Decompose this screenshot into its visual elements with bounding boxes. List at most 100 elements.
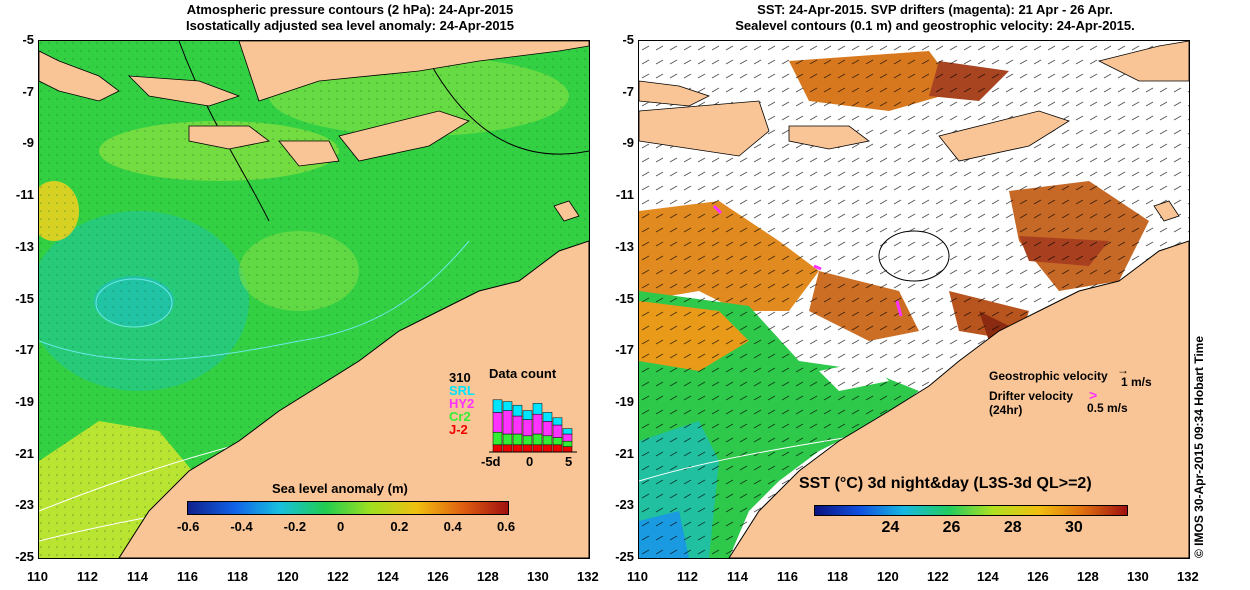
island-sumba [788,125,870,150]
mission-label: SRL [449,383,475,398]
drifter-arrow-icon: > [1089,387,1098,403]
contour-ring [95,278,173,328]
mission-label: HY2 [449,396,475,411]
left-y-tick: -17 [15,342,34,358]
left-x-tick: 112 [77,569,98,584]
histogram-bar [522,444,533,453]
sea-level-map-graphic [39,41,589,558]
right-y-tick: -25 [615,549,634,564]
histogram-axis-max: 5 [565,454,573,469]
histogram-bar [552,444,563,453]
sea-level-colorbar-tick: 0.2 [390,519,409,534]
left-x-tick: 126 [427,569,449,584]
histogram-bar [502,433,513,446]
right-x-tick: 118 [827,569,848,584]
histogram-bar [532,413,543,435]
histogram-bar [562,433,573,442]
sea-level-colorbar-tick: -0.6 [177,519,200,534]
sea-level-colorbar-tick: 0.6 [497,519,516,534]
histogram-bar [542,444,553,453]
histogram-bar [492,412,503,433]
geostrophic-legend-label: Geostrophic velocity [989,369,1108,383]
left-x-tick: 130 [527,569,549,584]
sea-level-colorbar-label: Sea level anomaly (m) [272,481,408,496]
right-y-tick: -17 [615,342,634,358]
drifter-track [712,204,723,215]
right-x-tick: 122 [927,569,949,584]
mission-label: Cr2 [449,409,471,424]
histogram-bar [522,435,533,446]
histogram-bar [492,431,503,446]
drifter-legend-period: (24hr) [989,403,1023,417]
right-title-line1: SST: 24-Apr-2015. SVP drifters (magenta)… [757,2,1113,17]
sea-level-colorbar-tick: -0.4 [230,519,253,534]
island-lombok [639,100,770,157]
island-lombok [127,75,241,107]
histogram-bar [532,403,543,415]
left-x-tick: 122 [327,569,349,584]
island-savu [278,140,340,167]
sst-colorbar-title: SST (°C) 3d night&day (L3S-3d QL>=2) [799,475,1092,492]
left-y-tick: -25 [15,549,34,564]
island-sumba [188,125,270,150]
pressure-contour [428,60,589,155]
left-y-tick: -9 [22,135,34,151]
island-java [39,50,120,102]
right-x-tick: 114 [727,569,748,584]
histogram-bar [522,410,533,420]
data-count-title: Data count [489,366,557,381]
sst-map[interactable]: Geostrophic velocity → 1 m/s Drifter vel… [638,40,1190,559]
left-y-tick: -11 [15,187,34,203]
arrow-right-icon: → [1117,363,1129,377]
australia-landmass [118,240,589,558]
left-y-tick: -23 [15,497,34,513]
island-northeast [1097,41,1189,82]
right-y-tick: -9 [622,135,634,151]
australia-landmass [728,240,1189,558]
histogram-bar [502,444,513,453]
drifter-track [895,300,903,317]
histogram-bar [492,399,503,413]
island-flores-chain [238,41,589,102]
right-x-tick: 130 [1127,569,1149,584]
island-java [639,80,711,107]
right-y-tick: -7 [622,83,634,99]
drifter-legend-label: Drifter velocity [989,389,1074,403]
right-title-line2: Sealevel contours (0.1 m) and geostrophi… [735,18,1135,33]
histogram-bar [562,446,573,453]
sea-level-colorbar-tick: 0.4 [443,519,462,534]
right-y-tick: -5 [622,32,634,47]
histogram-bar [512,415,523,435]
sst-colorbar-tick: 26 [942,519,961,536]
sea-level-map[interactable]: Sea level anomaly (m) -0.6 -0.4 -0.2 0 0.2 0.… [38,40,590,559]
right-x-tick: 116 [777,569,798,584]
sea-level-colorbar-tick: 0 [337,519,345,534]
imos-credit: © IMOS 30-Apr-2015 09:34 Hobart Time [1192,335,1206,558]
left-y-tick: -19 [15,393,34,409]
histogram-bar [512,433,523,446]
right-x-tick: 110 [627,569,648,584]
histogram-bar [532,433,543,446]
left-y-tick: -5 [22,32,34,47]
left-x-tick: 128 [477,569,499,584]
sealevel-contour [878,230,950,282]
histogram-bar [532,444,543,453]
drifter-legend-scale: 0.5 m/s [1087,401,1128,415]
right-x-tick: 124 [977,569,999,584]
island-small [553,200,580,222]
histogram-bar [542,421,553,437]
histogram-bar [562,440,573,447]
histogram-axis-min: -5d [481,454,501,469]
histogram-bar [542,435,553,446]
island-small [1153,200,1180,222]
histogram-axis-zero: 0 [526,454,534,469]
left-x-tick: 114 [127,569,148,584]
right-y-tick: -13 [615,238,634,254]
sst-map-graphic [639,41,1189,558]
histogram-bar [512,444,523,453]
left-x-tick: 124 [377,569,399,584]
sst-colorbar-tick: 24 [881,519,900,536]
drifter-track [813,264,822,271]
left-title-line2: Isostatically adjusted sea level anomaly… [185,18,515,33]
histogram-bar [492,444,503,453]
